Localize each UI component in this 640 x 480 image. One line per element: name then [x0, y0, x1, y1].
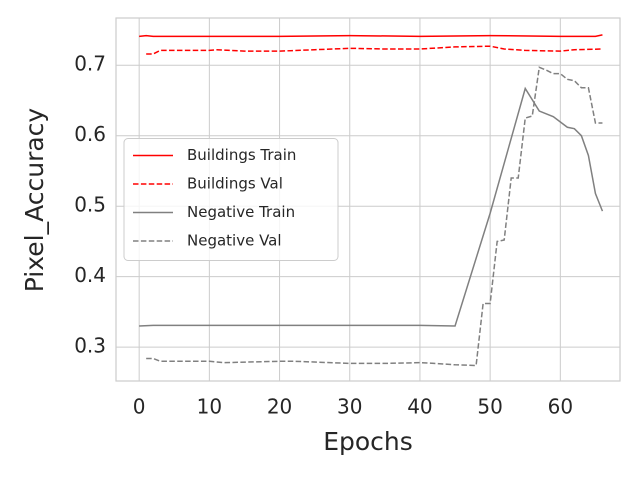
- y-tick-label: 0.7: [74, 52, 106, 76]
- series-line: [139, 86, 604, 327]
- legend-box: [123, 138, 339, 261]
- x-tick-label: 30: [337, 395, 362, 419]
- legend-label: Negative Val: [187, 232, 282, 250]
- y-tick-label: 0.4: [74, 263, 106, 287]
- y-tick-label: 0.6: [74, 122, 106, 146]
- series-line: [146, 66, 603, 367]
- legend-label: Buildings Val: [187, 175, 283, 193]
- x-tick-label: 10: [197, 395, 222, 419]
- series-line: [139, 34, 603, 38]
- x-axis-label: Epochs: [323, 427, 413, 456]
- legend-label: Buildings Train: [187, 146, 296, 164]
- x-tick-label: 40: [407, 395, 432, 419]
- lines: [139, 34, 604, 367]
- y-tick-label: 0.5: [74, 193, 106, 217]
- legend-label: Negative Train: [187, 203, 295, 221]
- legend: Buildings Train Buildings Val Negative Tra…: [123, 138, 339, 261]
- x-tick-label: 20: [267, 395, 292, 419]
- y-tick-label: 0.3: [74, 334, 106, 358]
- series-line: [146, 45, 603, 55]
- x-tick-label: 0: [133, 395, 146, 419]
- x-tick-label: 50: [477, 395, 502, 419]
- x-tick-label: 60: [548, 395, 573, 419]
- y-axis-label: Pixel_Accuracy: [20, 108, 49, 293]
